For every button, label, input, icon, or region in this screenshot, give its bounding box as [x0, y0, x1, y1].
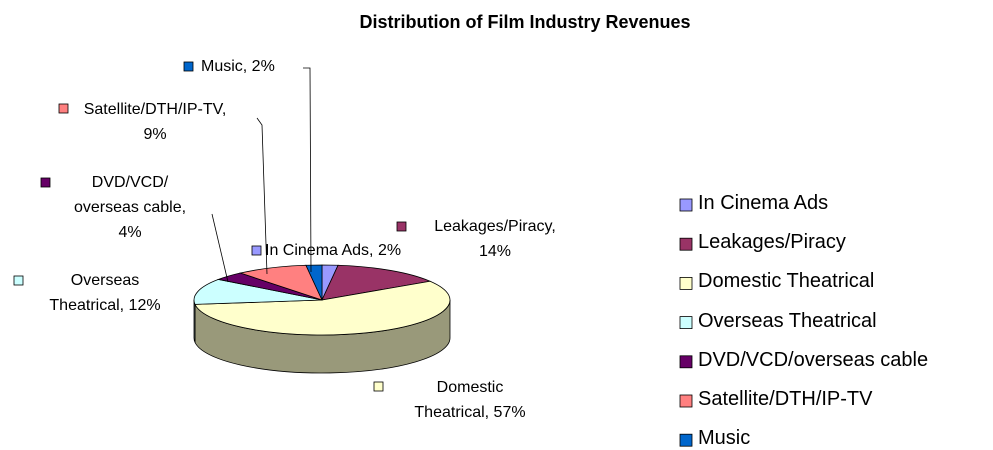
label-marker	[13, 275, 24, 286]
legend-label: Leakages/Piracy	[698, 231, 846, 254]
data-label: DVD/VCD/ overseas cable, 4%	[73, 174, 187, 241]
label-marker	[183, 61, 194, 72]
label-marker	[58, 103, 69, 114]
data-label: Satellite/DTH/IP-TV, 9%	[83, 101, 227, 143]
legend-marker	[679, 237, 693, 251]
legend-marker	[679, 276, 693, 290]
leader-line	[256, 117, 268, 275]
label-marker	[40, 177, 51, 188]
data-label: Domestic Theatrical, 57%	[414, 379, 526, 421]
label-marker	[396, 221, 407, 232]
chart-title: Distribution of Film Industry Revenues	[359, 12, 691, 32]
legend-label: Satellite/DTH/IP-TV	[698, 388, 873, 410]
legend-marker	[679, 394, 693, 408]
legend-marker	[679, 433, 693, 447]
legend-label: Overseas Theatrical	[698, 309, 877, 332]
legend-marker	[679, 316, 693, 330]
legend-label: In Cinema Ads	[698, 192, 829, 214]
pie-slice	[194, 280, 451, 336]
legend-label: Music	[698, 427, 751, 450]
pie-slice	[305, 264, 323, 301]
label-marker	[373, 381, 384, 392]
legend-label: Domestic Theatrical	[698, 270, 875, 293]
pie-slice	[321, 264, 432, 301]
legend-label: DVD/VCD/overseas cable	[698, 348, 929, 371]
data-label: Leakages/Piracy, 14%	[434, 218, 556, 260]
data-label: Music, 2%	[201, 58, 275, 75]
pie-slice	[193, 279, 323, 305]
leader-line	[211, 213, 229, 283]
leader-line	[303, 67, 312, 273]
legend-marker	[679, 198, 693, 212]
pie-side	[193, 299, 196, 343]
data-label: Overseas Theatrical, 12%	[49, 272, 161, 314]
data-label: In Cinema Ads, 2%	[265, 242, 402, 259]
label-marker	[251, 245, 262, 256]
legend-marker	[679, 355, 693, 369]
